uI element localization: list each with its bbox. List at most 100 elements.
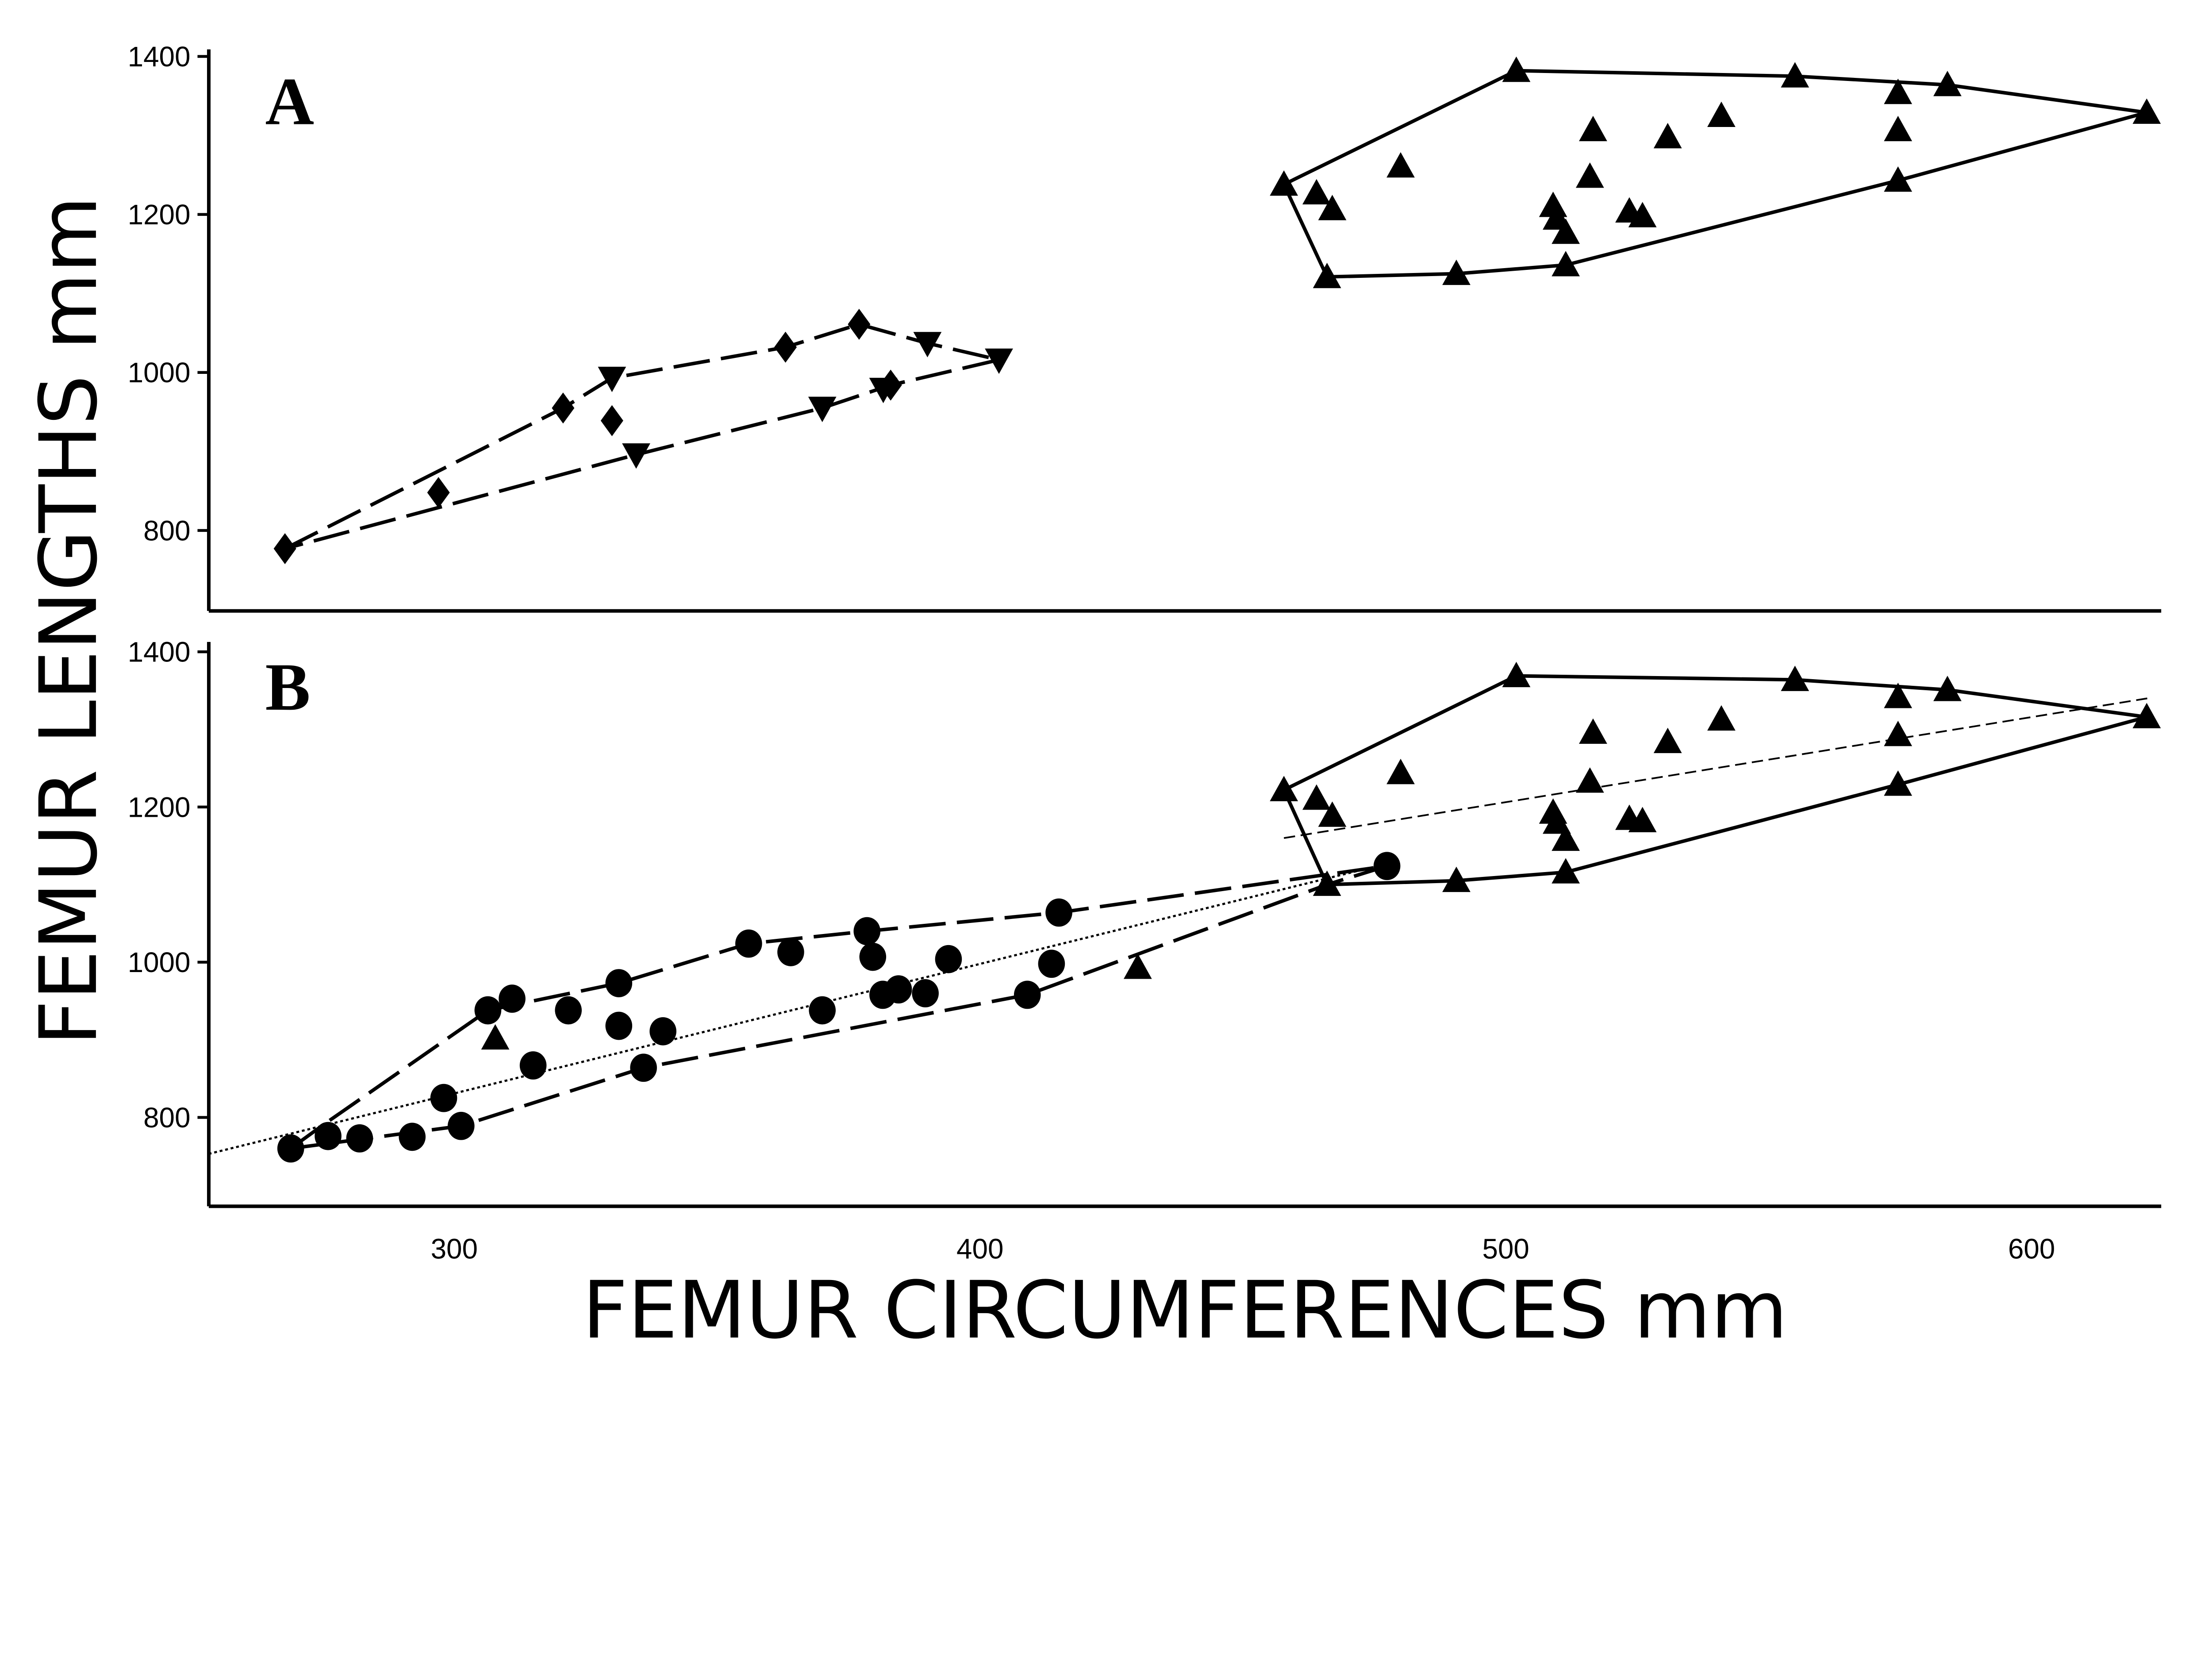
- data-point-triangle-up: [1386, 152, 1415, 178]
- data-point-triangle-up: [2132, 703, 2161, 729]
- data-point-circle: [315, 1122, 342, 1150]
- data-point-triangle-up: [1575, 162, 1604, 188]
- data-point-circle: [935, 945, 962, 973]
- y-tick-label: 800: [143, 1102, 190, 1134]
- y-tick-label: 1400: [128, 636, 191, 668]
- data-point-circle: [1038, 949, 1065, 978]
- data-point-triangle-up: [2132, 98, 2161, 124]
- data-point-triangle-up: [1302, 784, 1331, 810]
- femur-chart: 800 1000 1200 1400 800 1000 1200 1400 300 400 500…: [23, 41, 2162, 1357]
- data-point-triangle-up: [1302, 179, 1331, 204]
- data-point-triangle-up: [1551, 218, 1580, 244]
- convex-hull: [284, 322, 999, 550]
- y-tick-label: 1000: [128, 357, 191, 388]
- data-point-triangle-up: [1551, 251, 1580, 277]
- data-point-triangle-up: [1628, 807, 1657, 833]
- y-tick-label: 800: [143, 515, 190, 546]
- data-point-triangle-up: [1884, 115, 1912, 142]
- data-point-triangle-up: [1933, 676, 1962, 701]
- x-tick-label: 400: [956, 1233, 1003, 1265]
- data-point-circle: [555, 996, 582, 1025]
- data-point-circle: [430, 1084, 457, 1112]
- convex-hull: [1282, 674, 2147, 887]
- data-point-circle: [499, 984, 526, 1013]
- data-point-triangle-up: [1653, 727, 1682, 753]
- data-point-triangle-up: [1579, 115, 1607, 142]
- data-point-triangle-down: [869, 377, 898, 404]
- data-point-diamond: [774, 331, 797, 363]
- data-point-triangle-up: [1933, 70, 1962, 96]
- data-point-triangle-up: [1502, 56, 1531, 82]
- x-tick-label: 300: [431, 1233, 478, 1265]
- data-point-triangle-down: [985, 348, 1013, 374]
- panel-b-label: B: [265, 650, 310, 725]
- data-point-triangle-up: [1884, 770, 1912, 796]
- data-point-circle: [809, 996, 836, 1025]
- y-tick-label: 1000: [128, 946, 191, 978]
- data-point-triangle-up: [1318, 801, 1347, 827]
- data-point-circle: [447, 1111, 475, 1140]
- data-point-triangle-up: [1781, 665, 1809, 691]
- regression-line: [1283, 697, 2147, 839]
- data-point-circle: [859, 942, 887, 971]
- data-point-triangle-up: [1884, 166, 1912, 192]
- data-point-triangle-up: [1551, 858, 1580, 884]
- panel-a: 800 1000 1200 1400: [128, 41, 2162, 613]
- data-point-circle: [399, 1122, 426, 1151]
- data-point-circle: [605, 1011, 633, 1040]
- data-point-circle: [277, 1134, 304, 1163]
- data-point-circle: [519, 1051, 547, 1080]
- y-tick-label: 1200: [128, 791, 191, 823]
- data-point-triangle-up: [1442, 259, 1471, 285]
- data-point-triangle-up: [1551, 825, 1580, 851]
- data-point-triangle-up: [1318, 195, 1347, 220]
- data-point-triangle-down: [808, 396, 837, 423]
- data-point-circle: [1014, 980, 1041, 1009]
- data-point-triangle-up: [1707, 705, 1736, 731]
- data-point-triangle-up: [1270, 776, 1298, 801]
- data-point-circle: [630, 1053, 657, 1082]
- data-point-circle: [1045, 898, 1072, 927]
- data-point-circle: [346, 1124, 373, 1153]
- data-point-diamond: [552, 392, 575, 424]
- data-point-triangle-up: [1386, 758, 1415, 784]
- data-point-triangle-up: [1543, 808, 1571, 834]
- data-point-diamond: [427, 477, 450, 508]
- data-point-circle: [777, 938, 804, 966]
- x-axis-label: FEMUR CIRCUMFERENCES mm: [582, 1265, 1788, 1357]
- data-point-triangle-down: [913, 332, 942, 357]
- y-tick-label: 1400: [128, 41, 191, 73]
- x-tick-label: 500: [1482, 1233, 1529, 1265]
- data-point-triangle-up: [1781, 62, 1809, 88]
- data-point-circle: [885, 975, 912, 1004]
- data-point-diamond: [600, 405, 623, 436]
- data-point-circle: [605, 969, 633, 997]
- data-point-triangle-up: [1579, 718, 1607, 744]
- data-point-triangle-up: [1502, 661, 1531, 688]
- data-point-circle: [853, 917, 881, 946]
- data-point-triangle-up: [1313, 870, 1341, 896]
- data-point-circle: [912, 979, 939, 1007]
- data-point-triangle-up: [1884, 683, 1912, 708]
- data-point-triangle-up: [1270, 170, 1298, 196]
- data-point-triangle-down: [622, 443, 650, 469]
- data-point-circle: [474, 996, 502, 1025]
- panel-b: 800 1000 1200 1400 300 400 500 600: [128, 636, 2162, 1265]
- data-point-triangle-up: [1575, 767, 1604, 793]
- data-point-triangle-up: [1313, 262, 1341, 288]
- data-point-triangle-up: [1884, 78, 1912, 104]
- data-point-circle: [1373, 852, 1401, 880]
- data-point-circle: [735, 929, 762, 958]
- data-point-triangle-up: [1442, 866, 1471, 892]
- convex-hull: [1282, 69, 2147, 279]
- panel-a-label: A: [265, 65, 314, 139]
- data-point-circle: [649, 1017, 676, 1046]
- regression-line: [208, 862, 1387, 1155]
- data-point-triangle-up: [1707, 101, 1736, 127]
- data-point-triangle-down: [598, 366, 626, 392]
- y-axis-label: FEMUR LENGTHS mm: [23, 196, 115, 1046]
- data-point-triangle-up: [1123, 953, 1152, 979]
- convex-hull: [289, 864, 1388, 1150]
- data-point-diamond: [848, 308, 871, 340]
- data-point-triangle-up: [1884, 720, 1912, 746]
